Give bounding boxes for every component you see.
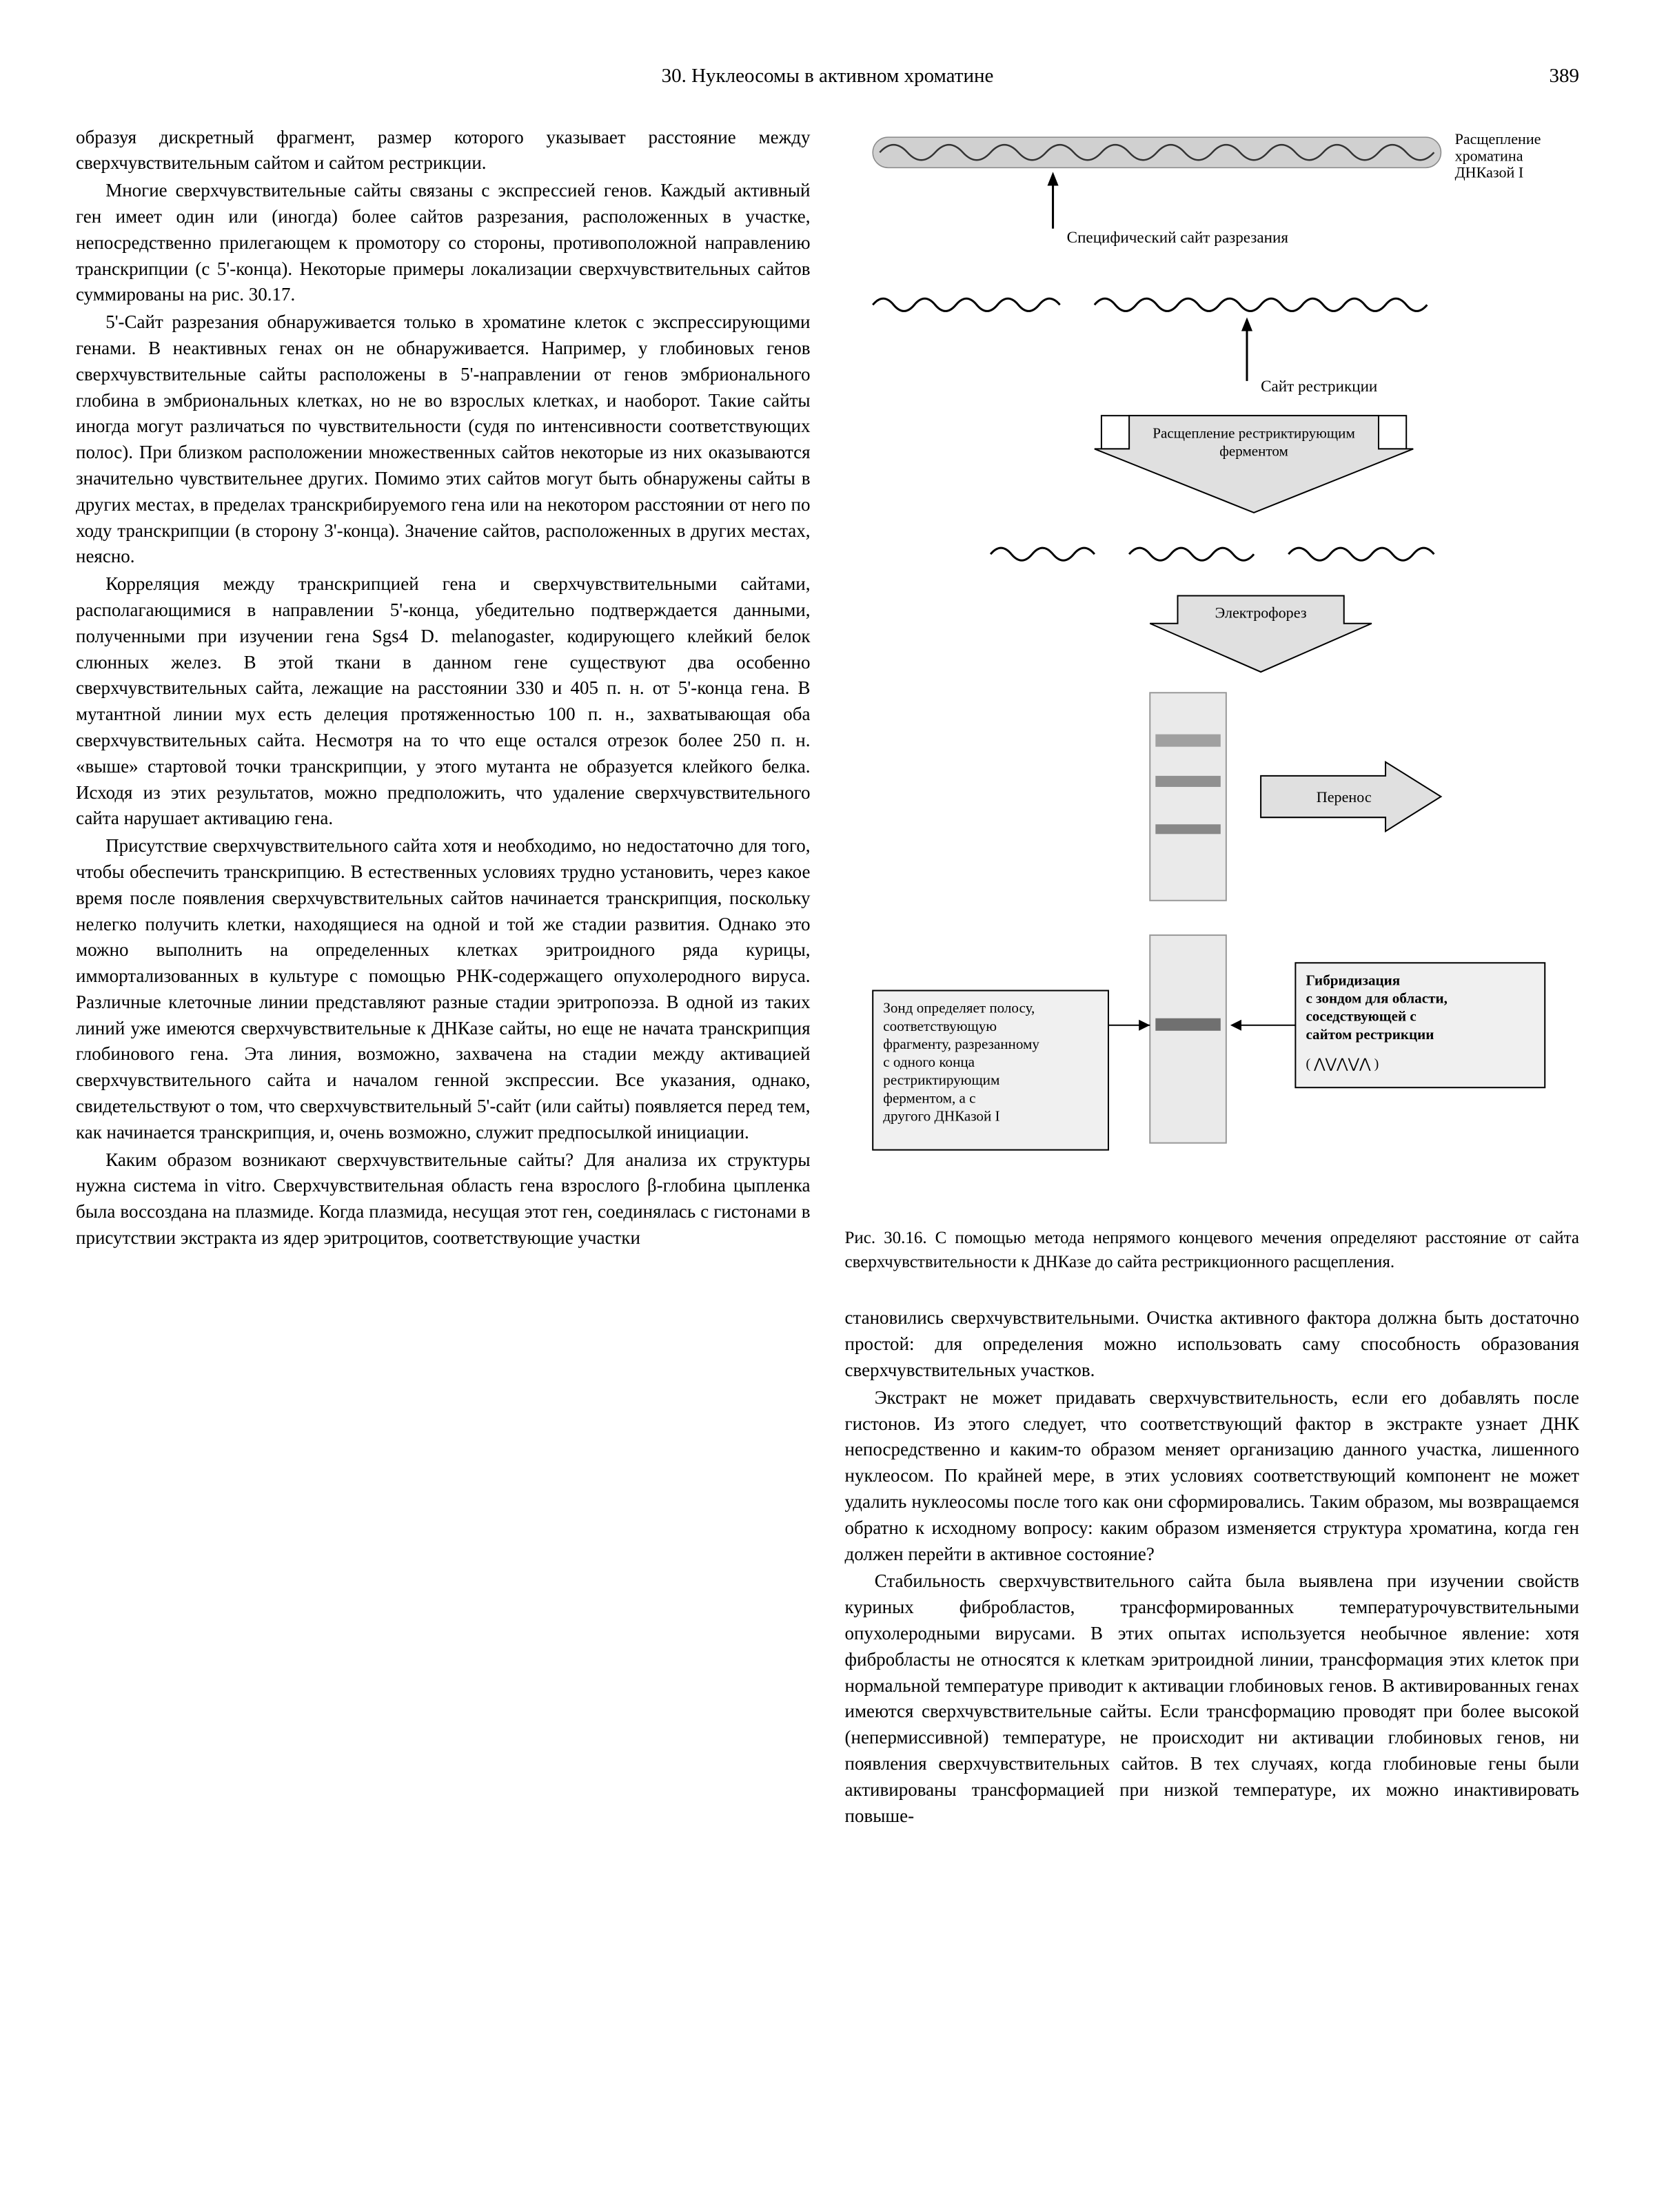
figure-caption-prefix: Рис. 30.16. xyxy=(845,1229,935,1247)
gel-lane-1 xyxy=(1150,693,1226,901)
gel-lane-2 xyxy=(1150,935,1226,1143)
right-column: Расщепление хроматина ДНКазой I Специфич… xyxy=(845,125,1580,1831)
para-left-4: Присутствие сверхчувствительного сайта х… xyxy=(76,833,811,1146)
label-step4: Перенос xyxy=(1316,788,1371,806)
label-step3: Электрофорез xyxy=(1215,604,1306,621)
right-annotation: Гибридизация с зондом для области, сосед… xyxy=(1230,963,1544,1087)
label-step1: Специфический сайт разрезания xyxy=(1066,227,1288,245)
svg-text:ферментом: ферментом xyxy=(1219,442,1288,459)
left-column: образуя дискретный фрагмент, размер кото… xyxy=(76,125,811,1831)
para-left-1: Многие сверхчувствительные сайты связаны… xyxy=(76,178,811,308)
chapter-title: 30. Нуклеосомы в активном хроматине xyxy=(159,62,1496,90)
para-right-1: Экстракт не может придавать сверхчувстви… xyxy=(845,1385,1580,1568)
para-left-3: Корреляция между транскрипцией гена и св… xyxy=(76,571,811,832)
para-right-2: Стабильность сверхчувствительного сайта … xyxy=(845,1568,1580,1829)
para-right-0: становились сверхчувствительными. Очистк… xyxy=(845,1305,1580,1383)
figure-caption: Рис. 30.16. С помощью метода непрямого к… xyxy=(845,1226,1580,1274)
left-annotation: Зонд определяет полосу, соответствующую … xyxy=(873,990,1150,1149)
figure-diagram: Расщепление хроматина ДНКазой I Специфич… xyxy=(845,125,1580,1205)
page-header: 30. Нуклеосомы в активном хроматине 389 xyxy=(76,62,1579,90)
figure-30-16: Расщепление хроматина ДНКазой I Специфич… xyxy=(845,125,1580,1275)
svg-text:Расщепление рестриктирующим: Расщепление рестриктирующим xyxy=(1153,424,1355,441)
para-left-5: Каким образом возникают сверхчувствитель… xyxy=(76,1147,811,1251)
figure-caption-text: С помощью метода непрямого концевого меч… xyxy=(845,1229,1580,1271)
label-step2: Сайт рестрикции xyxy=(1261,377,1377,395)
para-left-2: 5'-Сайт разрезания обнаруживается только… xyxy=(76,309,811,570)
page-number: 389 xyxy=(1496,62,1579,90)
svg-text:( ⋀⋁⋀⋁⋀ ): ( ⋀⋁⋀⋁⋀ ) xyxy=(1306,1056,1379,1072)
label-top-right: Расщепление хроматина ДНКазой I xyxy=(1454,130,1544,181)
para-left-0: образуя дискретный фрагмент, размер кото… xyxy=(76,125,811,177)
